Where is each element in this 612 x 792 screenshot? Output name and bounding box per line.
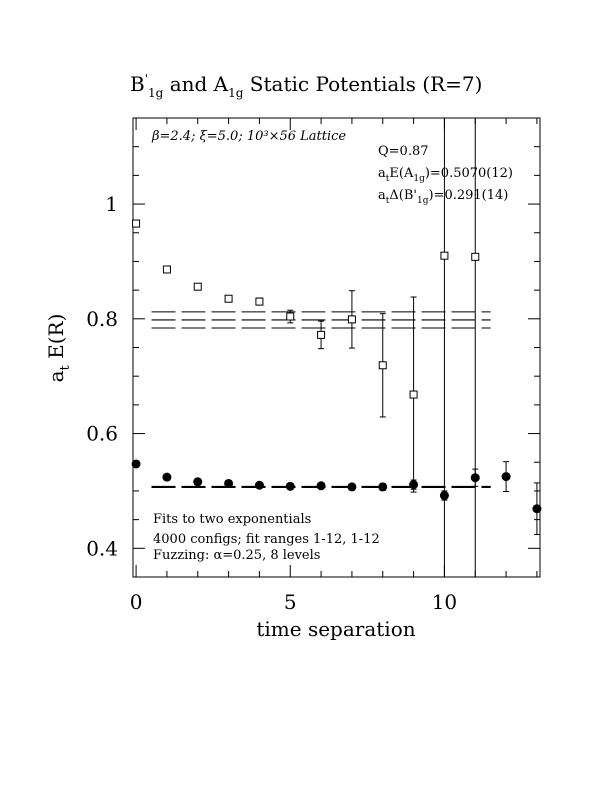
- data-point-square: [255, 297, 264, 306]
- fit-q-label: Q=0.87: [378, 144, 429, 159]
- x-tick-label: 5: [284, 590, 297, 614]
- data-point-square: [286, 312, 295, 321]
- data-point-square: [224, 294, 233, 303]
- x-axis-title: time separation: [256, 617, 415, 641]
- data-point-circle: [254, 480, 264, 490]
- data-point-circle: [131, 459, 141, 469]
- data-point-circle: [501, 472, 511, 482]
- axis-tick-labels: 0 5 10 0.4 0.6 0.8 1: [86, 192, 457, 614]
- x-tick-label: 0: [130, 590, 143, 614]
- x-tick-label: 10: [432, 590, 457, 614]
- note-fit-method: Fits to two exponentials: [153, 512, 311, 527]
- data-point-square: [378, 361, 387, 370]
- data-point-square: [317, 330, 326, 339]
- data-point-circle: [162, 472, 172, 482]
- plot-frame: [132, 117, 541, 578]
- data-point-square: [193, 282, 202, 291]
- data-point-square: [162, 265, 171, 274]
- lattice-label: β=2.4; ξ=5.0; 10³×56 Lattice: [151, 129, 346, 144]
- y-tick-label: 0.6: [86, 422, 118, 446]
- data-point-circle: [285, 481, 295, 491]
- fit-a1g-label: atE(A1g)=0.5070(12): [378, 166, 513, 184]
- y-axis-title: at E(R): [44, 314, 73, 383]
- data-point-circle: [378, 482, 388, 492]
- data-point-square: [347, 315, 356, 324]
- note-fuzzing: Fuzzing: α=0.25, 8 levels: [153, 548, 320, 563]
- data-point-circle: [316, 481, 326, 491]
- data-point-square: [471, 252, 480, 261]
- data-point-circle: [224, 478, 234, 488]
- fit-b1g-label: atΔ(B'1g)=0.291(14): [378, 188, 508, 206]
- chart-title: B'1g and A1g Static Potentials (R=7): [130, 72, 482, 100]
- data-point-circle: [193, 477, 203, 487]
- data-point-square: [132, 219, 141, 228]
- y-tick-label: 0.8: [86, 307, 118, 331]
- series-layer: [131, 118, 542, 577]
- note-configs: 4000 configs; fit ranges 1-12, 1-12: [153, 532, 380, 547]
- data-point-square: [440, 251, 449, 260]
- data-point-circle: [439, 491, 449, 501]
- data-point-circle: [409, 480, 419, 490]
- data-point-circle: [470, 473, 480, 483]
- y-tick-label: 0.4: [86, 536, 118, 560]
- y-tick-label: 1: [105, 192, 118, 216]
- data-point-square: [409, 390, 418, 399]
- axis-ticks: [133, 117, 540, 578]
- data-point-circle: [347, 482, 357, 492]
- data-point-circle: [532, 504, 542, 514]
